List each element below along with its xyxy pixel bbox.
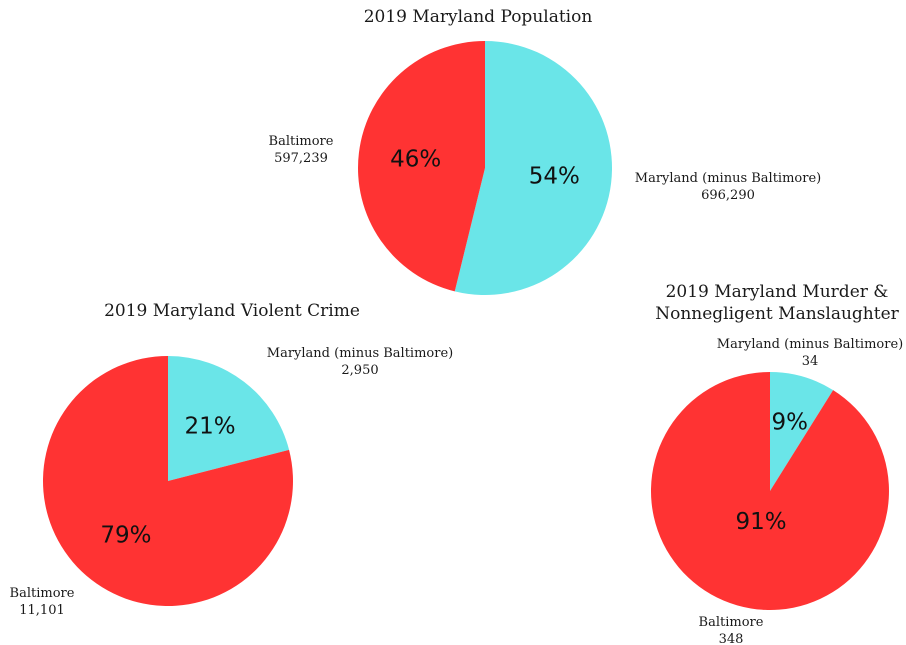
murder-slice-rest — [770, 372, 834, 491]
population-percent-rest: 54% — [529, 163, 580, 189]
violent-crime-percent-rest: 21% — [185, 414, 236, 440]
murder-chart-title-line-1: 2019 Maryland Murder & — [666, 282, 889, 302]
murder-chart-title-line-2: Nonnegligent Manslaughter — [655, 304, 899, 324]
population-slice-rest — [454, 41, 613, 296]
population-value-rest: 696,290 — [701, 188, 755, 203]
population-percent-baltimore: 46% — [390, 147, 441, 173]
violent-crime-label-baltimore: Baltimore — [10, 586, 75, 601]
population-slice-baltimore — [358, 41, 485, 292]
violent-crime-slice-rest — [168, 356, 290, 481]
violent-crime-percent-baltimore: 79% — [100, 522, 151, 548]
murder-percent-rest: 9% — [771, 409, 808, 435]
violent-crime-chart-title: 2019 Maryland Violent Crime — [104, 301, 360, 321]
murder-pie-chart: 2019 Maryland Murder & Nonnegligent Mans… — [650, 282, 903, 645]
population-value-baltimore: 597,239 — [274, 151, 328, 166]
violent-crime-value-rest: 2,950 — [341, 363, 378, 378]
murder-label-baltimore: Baltimore — [699, 615, 764, 630]
violent-crime-slice-baltimore — [42, 356, 293, 606]
murder-value-rest: 34 — [802, 354, 819, 369]
murder-value-baltimore: 348 — [719, 632, 744, 645]
violent-crime-pie-chart: 2019 Maryland Violent Crime 21% 79% Mary… — [10, 301, 454, 618]
murder-percent-baltimore: 91% — [736, 509, 787, 535]
murder-slice-baltimore — [650, 371, 889, 610]
violent-crime-value-baltimore: 11,101 — [19, 603, 65, 618]
murder-label-rest: Maryland (minus Baltimore) — [717, 337, 903, 352]
population-label-baltimore: Baltimore — [269, 134, 334, 149]
population-label-rest: Maryland (minus Baltimore) — [635, 171, 821, 186]
population-pie-chart: 2019 Maryland Population 54% 46% Baltimo… — [269, 7, 821, 296]
population-chart-title: 2019 Maryland Population — [364, 7, 593, 27]
violent-crime-label-rest: Maryland (minus Baltimore) — [267, 346, 453, 361]
